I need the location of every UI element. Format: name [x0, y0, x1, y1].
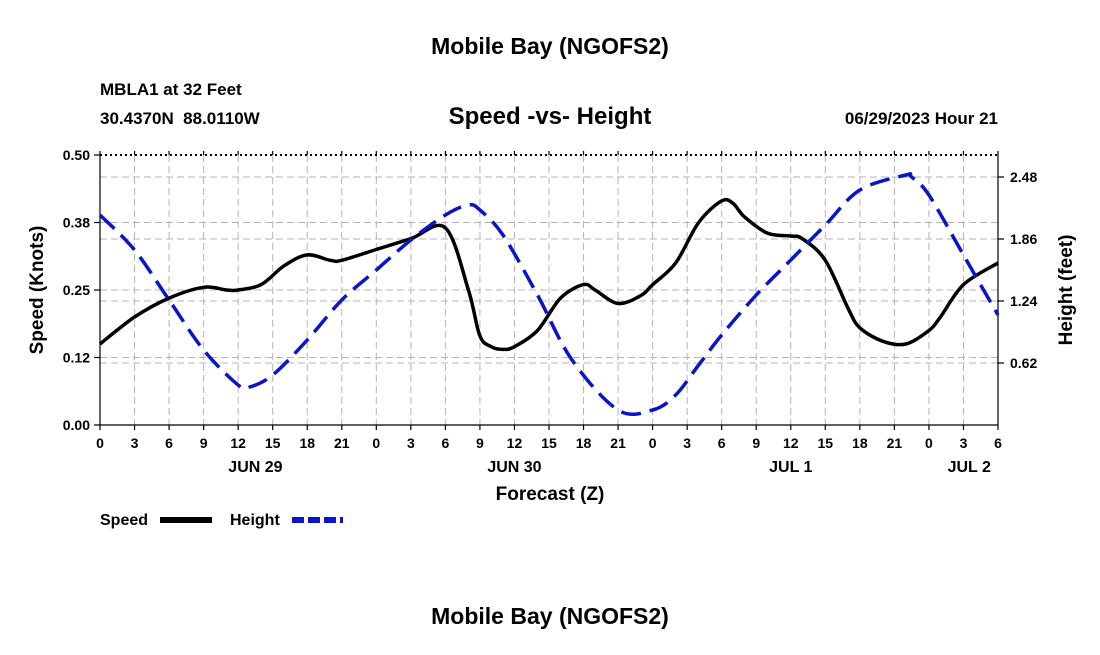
x-tick-label: 3: [683, 435, 691, 451]
x-tick-label: 12: [230, 435, 246, 451]
chart-title: Speed -vs- Height: [449, 103, 652, 130]
x-tick-label: 18: [576, 435, 592, 451]
x-tick-label: 9: [476, 435, 484, 451]
x-date-label: JUN 29: [228, 459, 282, 476]
y-left-tick-label: 0.25: [63, 282, 90, 298]
data-series: [98, 172, 1000, 417]
page-title: Mobile Bay (NGOFS2): [431, 33, 669, 59]
y-left-tick-label: 0.12: [63, 350, 90, 366]
x-tick-label: 21: [887, 435, 903, 451]
x-tick-label: 9: [200, 435, 208, 451]
footer-title: Mobile Bay (NGOFS2): [431, 603, 669, 629]
x-tick-label: 6: [441, 435, 449, 451]
x-tick-label: 18: [299, 435, 315, 451]
x-tick-label: 9: [752, 435, 760, 451]
x-tick-label: 3: [960, 435, 968, 451]
x-tick-label: 15: [818, 435, 834, 451]
y-right-tick-label: 0.62: [1010, 355, 1037, 371]
x-tick-label: 0: [925, 435, 933, 451]
x-date-label: JUN 30: [487, 459, 541, 476]
legend-speed-label: Speed: [100, 512, 148, 529]
x-axis-label: Forecast (Z): [496, 484, 605, 505]
station-label: MBLA1 at 32 Feet: [100, 80, 242, 99]
y-left-tick-label: 0.00: [63, 417, 90, 433]
axes: 0 3 6 9 12 15 18 21 0 3 6 9 12 15 18 21 0 3 6 9 12 15 18 21 0 3 6J…: [63, 147, 1038, 476]
x-tick-label: 0: [649, 435, 657, 451]
x-tick-label: 0: [372, 435, 380, 451]
x-tick-label: 6: [165, 435, 173, 451]
x-tick-label: 6: [718, 435, 726, 451]
x-date-label: JUL 2: [948, 459, 991, 476]
x-tick-label: 18: [852, 435, 868, 451]
x-tick-label: 3: [131, 435, 139, 451]
legend: Speed Height: [100, 512, 343, 529]
y-axis-right-label: Height (feet): [1056, 235, 1077, 346]
legend-height-label: Height: [230, 512, 280, 529]
x-tick-label: 15: [541, 435, 557, 451]
x-tick-label: 15: [265, 435, 281, 451]
x-tick-label: 3: [407, 435, 415, 451]
speed-series-line: [98, 197, 999, 352]
y-right-tick-label: 1.24: [1010, 293, 1037, 309]
x-date-label: JUL 1: [769, 459, 812, 476]
x-tick-label: 12: [507, 435, 523, 451]
grid-lines: [100, 155, 998, 425]
y-right-tick-label: 1.86: [1010, 231, 1037, 247]
station-coordinates: 30.4370N 88.0110W: [100, 109, 261, 128]
x-tick-label: 6: [994, 435, 1002, 451]
x-tick-label: 0: [96, 435, 104, 451]
y-left-tick-label: 0.50: [63, 147, 90, 163]
x-tick-label: 21: [334, 435, 350, 451]
forecast-datetime: 06/29/2023 Hour 21: [845, 109, 998, 128]
y-axis-left-label: Speed (Knots): [27, 226, 48, 355]
x-tick-label: 21: [610, 435, 626, 451]
x-tick-label: 12: [783, 435, 799, 451]
y-left-tick-label: 0.38: [63, 215, 90, 231]
y-right-tick-label: 2.48: [1010, 169, 1037, 185]
height-series-line: [98, 172, 1000, 417]
